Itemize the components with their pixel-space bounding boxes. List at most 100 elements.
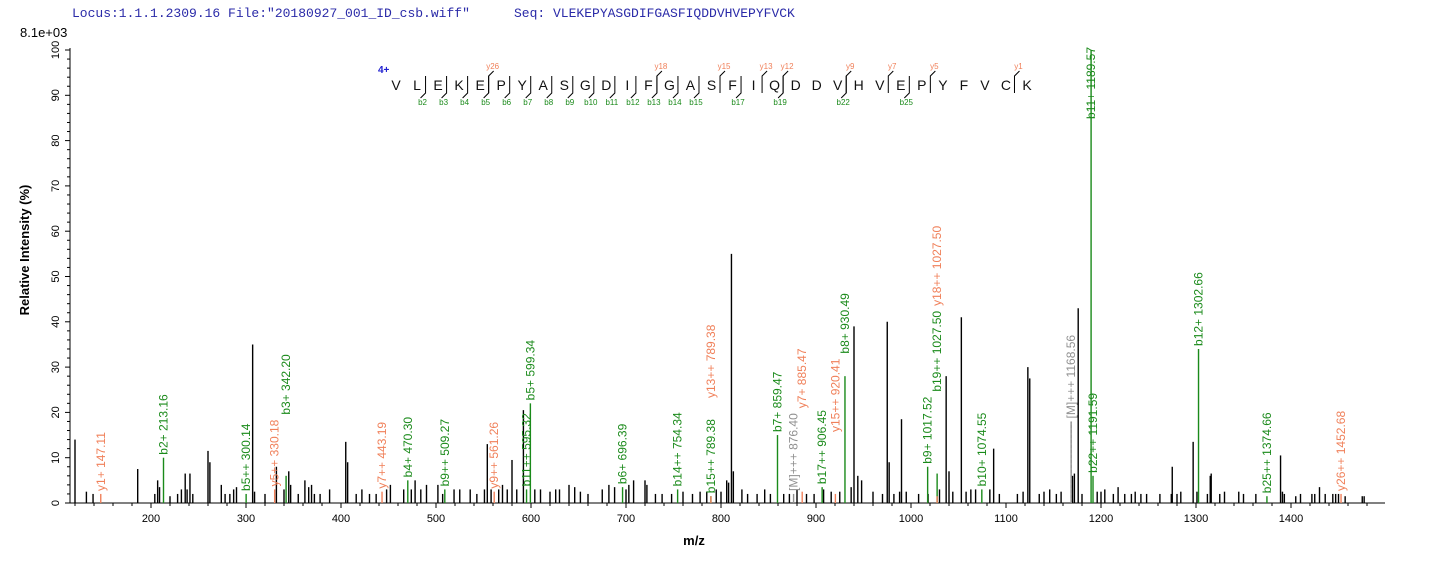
residue: F <box>960 77 969 93</box>
b-ion-label: b10 <box>584 98 598 107</box>
peak-label: b22++ 1191.59 <box>1086 393 1100 473</box>
charge-state-label: 4+ <box>378 65 390 76</box>
y-ion-label: y5 <box>930 62 939 71</box>
residue: F <box>644 77 653 93</box>
y-ion-label: y7 <box>888 62 897 71</box>
sequence-label: Seq: VLEKEPYASGDIFGASFIQDDVHVEPYFVCK <box>514 6 795 21</box>
y-axis-label: Relative Intensity (%) <box>17 185 32 316</box>
residue: E <box>433 77 442 93</box>
residue: A <box>539 77 549 93</box>
peak-label: b4+ 470.30 <box>401 417 415 478</box>
y-tick-label: 80 <box>50 134 62 146</box>
residue: E <box>475 77 484 93</box>
y-ion-label: y12 <box>781 62 794 71</box>
b-ion-label: b8 <box>544 98 553 107</box>
b-ion-label: b11 <box>605 98 618 107</box>
x-axis-label: m/z <box>683 533 705 548</box>
residue: H <box>854 77 864 93</box>
residue: A <box>686 77 696 93</box>
b-ion-label: b7 <box>523 98 532 107</box>
x-tick-label: 1000 <box>899 513 923 525</box>
y-ion-marker <box>719 70 726 93</box>
y-ion-label: y13 <box>760 62 773 71</box>
y-tick-label: 0 <box>50 500 62 506</box>
residue: F <box>728 77 737 93</box>
residue: D <box>812 77 822 93</box>
y-ion-label: y18 <box>654 62 667 71</box>
x-tick-label: 400 <box>332 513 350 525</box>
peak-label: [M]+++ 876.40 <box>787 413 801 491</box>
b-ion-marker <box>903 76 910 99</box>
b-ion-marker <box>609 76 616 99</box>
y-tick-label: 20 <box>50 406 62 418</box>
y-ion-marker <box>1013 70 1020 93</box>
peak-label: y1+ 147.11 <box>94 432 108 491</box>
b-ion-label: b3 <box>439 98 448 107</box>
b-ion-marker <box>693 76 700 99</box>
residue: L <box>413 77 421 93</box>
peak-label: b5+ 599.34 <box>523 340 537 401</box>
peak-label: b5++ 300.14 <box>239 423 253 491</box>
residue: V <box>833 77 843 93</box>
y-ion-label: y15 <box>718 62 731 71</box>
b-ion-label: b25 <box>900 98 914 107</box>
b-ion-marker <box>420 76 427 99</box>
residue: Q <box>769 77 780 93</box>
residue: P <box>917 77 926 93</box>
y-ion-marker <box>656 70 663 93</box>
peak-label: y15++ 920.41 <box>828 358 842 432</box>
peak-label: b9++ 509.27 <box>438 419 452 487</box>
residue: P <box>496 77 505 93</box>
y-ion-label: y1 <box>1014 62 1023 71</box>
peak-label: b17++ 906.45 <box>815 410 829 484</box>
y-tick-label: 70 <box>50 180 62 192</box>
residue: E <box>896 77 905 93</box>
b-ion-label: b12 <box>626 98 640 107</box>
x-tick-label: 800 <box>712 513 730 525</box>
y-ion-label: y9 <box>846 62 855 71</box>
peak-label: y5++ 330.18 <box>268 419 282 486</box>
x-tick-label: 500 <box>427 513 445 525</box>
b-ion-marker <box>588 76 595 99</box>
residue: V <box>875 77 885 93</box>
residue: I <box>625 77 629 93</box>
residue: K <box>1022 77 1032 93</box>
residue: Y <box>518 77 528 93</box>
peak-label: y18++ 1027.50 <box>930 226 944 306</box>
y-tick-label: 90 <box>50 89 62 101</box>
y-ion-marker <box>488 70 495 93</box>
y-tick-label: 30 <box>50 361 62 373</box>
peak-label: b15++ 789.38 <box>704 419 718 493</box>
b-ion-label: b5 <box>481 98 490 107</box>
b-ion-marker <box>441 76 448 99</box>
b-ion-marker <box>525 76 532 99</box>
peak-label: b19++ 1027.50 <box>930 311 944 392</box>
peak-label: b12+ 1302.66 <box>1192 272 1206 346</box>
peak-label: y9++ 561.26 <box>487 422 501 489</box>
peak-label: b11+ 1189.57 <box>1084 47 1098 119</box>
residue: V <box>980 77 990 93</box>
peak-label: y7+ 885.47 <box>795 348 809 408</box>
peak-label: b7+ 859.47 <box>770 371 784 432</box>
peak-label: b8+ 930.49 <box>838 293 852 354</box>
peak-label: b2+ 213.16 <box>157 394 171 455</box>
residue: I <box>752 77 756 93</box>
y-ion-marker <box>887 70 894 93</box>
peak-label: b3+ 342.20 <box>279 354 293 415</box>
peak-label: [M]+++ 1168.56 <box>1064 335 1078 419</box>
y-tick-label: 50 <box>50 270 62 282</box>
residue: C <box>1001 77 1011 93</box>
peak-label: y7++ 443.19 <box>375 422 389 489</box>
peak-label: b25++ 1374.66 <box>1260 412 1274 493</box>
b-ion-label: b17 <box>731 98 745 107</box>
y-tick-label: 40 <box>50 316 62 328</box>
residue: S <box>707 77 716 93</box>
x-tick-label: 900 <box>807 513 825 525</box>
x-tick-label: 200 <box>142 513 160 525</box>
y-tick-label: 60 <box>50 225 62 237</box>
peak-label: b10+ 1074.55 <box>975 412 989 486</box>
residue: D <box>791 77 801 93</box>
b-ion-label: b19 <box>773 98 787 107</box>
